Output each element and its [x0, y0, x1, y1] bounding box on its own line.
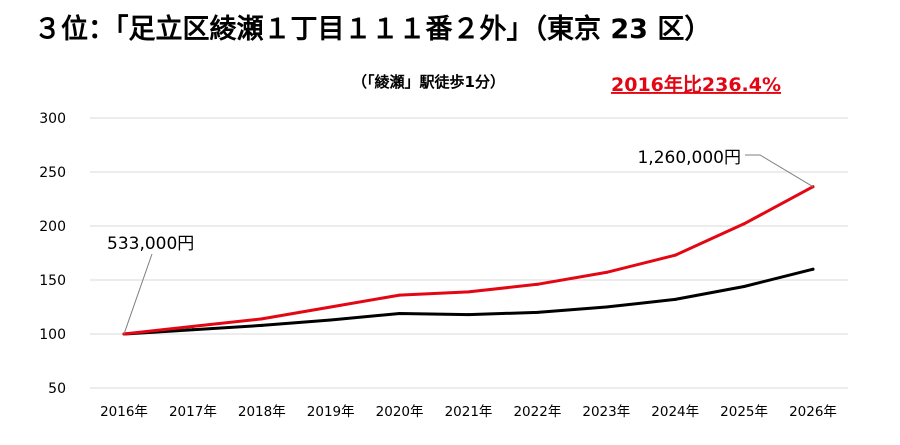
data-point: [742, 284, 746, 288]
x-tick-label: 2024年: [651, 404, 699, 420]
data-point: [673, 297, 677, 301]
y-tick-label: 250: [39, 165, 66, 181]
plot-area: [122, 185, 815, 336]
x-tick-label: 2025年: [720, 404, 768, 420]
data-point: [329, 305, 333, 309]
chart-subtitle: （「綾瀬」駅徒歩1分）: [352, 73, 505, 91]
data-point: [260, 317, 264, 321]
x-axis: 2016年 2017年 2018年 2019年 2020年 2021年 2022年 2023年…: [100, 404, 837, 420]
x-tick-label: 2017年: [169, 404, 217, 420]
annotation-label: 1,260,000円: [637, 148, 741, 168]
data-point: [467, 313, 470, 317]
x-tick-label: 2020年: [376, 404, 424, 420]
y-axis: 300 250 200 150 100 50: [39, 111, 66, 397]
data-point: [742, 222, 746, 226]
y-tick-label: 100: [39, 327, 66, 343]
data-point: [191, 324, 195, 328]
x-tick-label: 2021年: [445, 404, 493, 420]
x-tick-label: 2022年: [513, 404, 561, 420]
series-line-1: [122, 267, 815, 336]
data-point: [535, 282, 539, 286]
x-tick-label: 2026年: [789, 404, 837, 420]
data-point: [811, 267, 815, 271]
x-tick-label: 2016年: [100, 404, 148, 420]
data-point: [191, 328, 195, 332]
x-tick-label: 2023年: [582, 404, 630, 420]
grid: [90, 117, 848, 389]
data-point: [604, 305, 608, 309]
data-point: [398, 293, 402, 297]
data-point: [398, 311, 402, 315]
data-point: [467, 290, 470, 294]
y-tick-label: 150: [39, 273, 66, 289]
x-tick-label: 2018年: [238, 404, 286, 420]
y-tick-label: 50: [48, 381, 66, 397]
x-tick-label: 2019年: [307, 404, 355, 420]
data-point: [329, 318, 333, 322]
series-line-0: [122, 185, 815, 336]
data-point: [260, 323, 264, 327]
annotations: 533,000円 1,260,000円: [107, 148, 814, 335]
growth-highlight: 2016年比236.4%: [611, 73, 781, 96]
y-tick-label: 300: [39, 111, 66, 127]
annotation-leader: [123, 253, 153, 335]
data-point: [535, 310, 539, 314]
annotation-leader: [745, 154, 814, 188]
chart-title: ３位：「足立区綾瀬１丁目１１１番２外」（東京 23 区）: [34, 13, 711, 45]
data-point: [673, 253, 677, 257]
data-point: [604, 270, 608, 274]
y-tick-label: 200: [39, 219, 66, 235]
annotation-label: 533,000円: [107, 234, 194, 254]
